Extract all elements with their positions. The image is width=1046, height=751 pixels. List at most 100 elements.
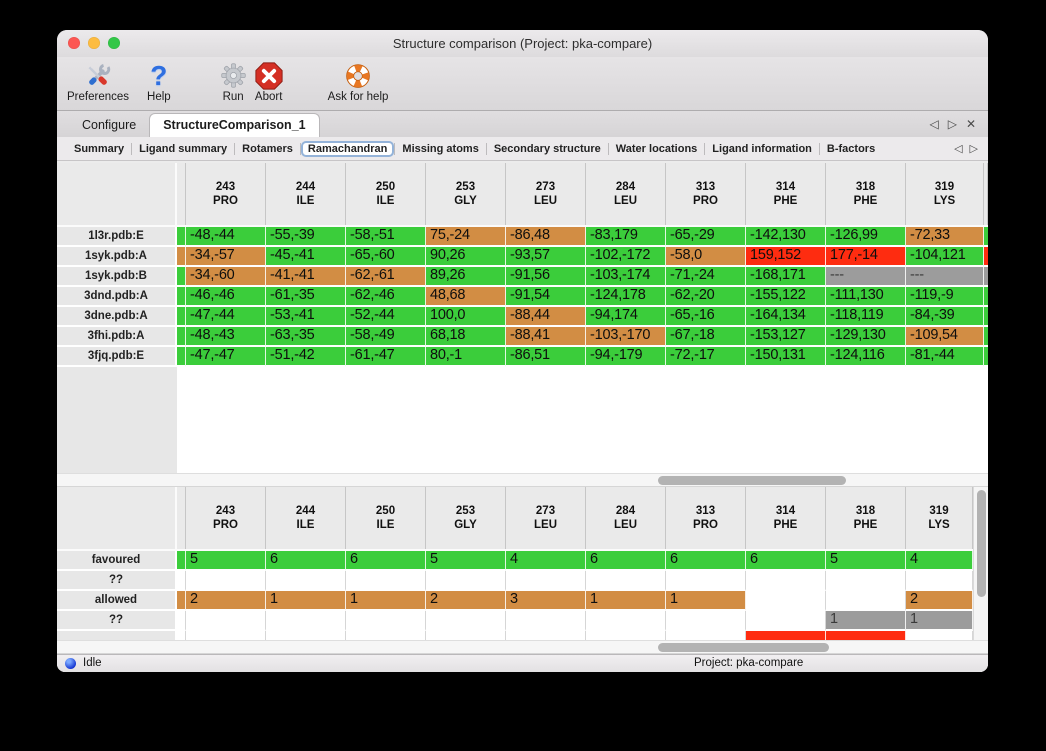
title-bar[interactable]: Structure comparison (Project: pka-compa… bbox=[57, 30, 988, 57]
value-cell[interactable]: -58,0 bbox=[666, 247, 746, 267]
bottom-table-hscroll-thumb[interactable] bbox=[658, 643, 829, 652]
partial-value-cell[interactable] bbox=[177, 611, 186, 631]
value-cell[interactable]: 6 bbox=[666, 551, 746, 571]
value-cell[interactable] bbox=[346, 611, 426, 631]
value-cell[interactable] bbox=[266, 571, 346, 591]
value-cell[interactable] bbox=[906, 631, 973, 640]
value-cell[interactable]: -93,57 bbox=[506, 247, 586, 267]
subtab-ligand-information[interactable]: Ligand information bbox=[712, 142, 812, 155]
value-cell[interactable]: -164,134 bbox=[746, 307, 826, 327]
value-cell[interactable]: -61,-35 bbox=[266, 287, 346, 307]
subtab-scroll-right-icon[interactable]: ▷ bbox=[969, 143, 978, 155]
value-cell[interactable]: -65,-16 bbox=[666, 307, 746, 327]
value-cell[interactable]: 2 bbox=[186, 591, 266, 611]
value-cell[interactable] bbox=[746, 611, 826, 631]
value-cell[interactable] bbox=[506, 611, 586, 631]
value-cell[interactable] bbox=[186, 611, 266, 631]
value-cell[interactable] bbox=[346, 571, 426, 591]
tab-close-icon[interactable]: ✕ bbox=[965, 117, 976, 131]
partial-value-cell[interactable] bbox=[177, 307, 186, 327]
value-cell[interactable] bbox=[506, 571, 586, 591]
minimize-window-button[interactable] bbox=[88, 37, 100, 49]
row-label[interactable]: ?? bbox=[57, 571, 177, 591]
row-label[interactable]: 1syk.pdb:A bbox=[57, 247, 177, 267]
value-cell[interactable]: 6 bbox=[346, 551, 426, 571]
partial-value-cell[interactable] bbox=[984, 307, 988, 327]
partial-value-cell[interactable] bbox=[177, 267, 186, 287]
value-cell[interactable]: -142,130 bbox=[746, 227, 826, 247]
tab-structurecomparison-1[interactable]: StructureComparison_1 bbox=[149, 113, 320, 137]
partial-value-cell[interactable] bbox=[984, 287, 988, 307]
value-cell[interactable]: -65,-60 bbox=[346, 247, 426, 267]
value-cell[interactable]: -41,-41 bbox=[266, 267, 346, 287]
row-label[interactable] bbox=[57, 631, 177, 640]
partial-value-cell[interactable] bbox=[984, 327, 988, 347]
subtab-ramachandran[interactable]: Ramachandran bbox=[300, 140, 395, 157]
value-cell[interactable]: -81,-44 bbox=[906, 347, 984, 367]
value-cell[interactable]: -103,-174 bbox=[586, 267, 666, 287]
value-cell[interactable]: -45,-41 bbox=[266, 247, 346, 267]
value-cell[interactable]: -67,-18 bbox=[666, 327, 746, 347]
value-cell[interactable]: 75,-24 bbox=[426, 227, 506, 247]
value-cell[interactable] bbox=[746, 631, 826, 640]
value-cell[interactable]: -52,-44 bbox=[346, 307, 426, 327]
value-cell[interactable] bbox=[826, 571, 906, 591]
partial-value-cell[interactable] bbox=[177, 227, 186, 247]
value-cell[interactable]: -72,-17 bbox=[666, 347, 746, 367]
value-cell[interactable]: 48,68 bbox=[426, 287, 506, 307]
value-cell[interactable]: -102,-172 bbox=[586, 247, 666, 267]
row-label[interactable]: favoured bbox=[57, 551, 177, 571]
value-cell[interactable]: -61,-47 bbox=[346, 347, 426, 367]
value-cell[interactable]: 68,18 bbox=[426, 327, 506, 347]
value-cell[interactable]: -58,-49 bbox=[346, 327, 426, 347]
value-cell[interactable] bbox=[266, 611, 346, 631]
value-cell[interactable]: -88,44 bbox=[506, 307, 586, 327]
row-label[interactable]: 3dnd.pdb:A bbox=[57, 287, 177, 307]
partial-value-cell[interactable] bbox=[177, 571, 186, 591]
value-cell[interactable]: -104,121 bbox=[906, 247, 984, 267]
value-cell[interactable]: 4 bbox=[506, 551, 586, 571]
partial-value-cell[interactable] bbox=[984, 267, 988, 287]
top-table-hscroll-thumb[interactable] bbox=[658, 476, 846, 485]
value-cell[interactable]: -111,130 bbox=[826, 287, 906, 307]
value-cell[interactable]: --- bbox=[906, 267, 984, 287]
row-label[interactable]: 1syk.pdb:B bbox=[57, 267, 177, 287]
value-cell[interactable]: 4 bbox=[906, 551, 973, 571]
value-cell[interactable]: -168,171 bbox=[746, 267, 826, 287]
tab-scroll-right-icon[interactable]: ▷ bbox=[947, 117, 957, 131]
value-cell[interactable] bbox=[426, 631, 506, 640]
value-cell[interactable] bbox=[666, 611, 746, 631]
partial-value-cell[interactable] bbox=[177, 327, 186, 347]
row-label[interactable]: ?? bbox=[57, 611, 177, 631]
value-cell[interactable]: -47,-44 bbox=[186, 307, 266, 327]
value-cell[interactable]: -62,-46 bbox=[346, 287, 426, 307]
subtab-b-factors[interactable]: B-factors bbox=[826, 142, 876, 155]
partial-value-cell[interactable] bbox=[177, 551, 186, 571]
value-cell[interactable] bbox=[426, 571, 506, 591]
value-cell[interactable] bbox=[906, 571, 973, 591]
value-cell[interactable]: 89,26 bbox=[426, 267, 506, 287]
partial-value-cell[interactable] bbox=[177, 631, 186, 640]
value-cell[interactable]: 2 bbox=[906, 591, 973, 611]
top-table-horizontal-scrollbar[interactable] bbox=[57, 473, 988, 487]
value-cell[interactable]: -83,179 bbox=[586, 227, 666, 247]
row-label[interactable]: 3dne.pdb:A bbox=[57, 307, 177, 327]
value-cell[interactable]: --- bbox=[826, 267, 906, 287]
value-cell[interactable]: 1 bbox=[346, 591, 426, 611]
value-cell[interactable]: 6 bbox=[586, 551, 666, 571]
run-button[interactable]: Run bbox=[219, 60, 248, 104]
value-cell[interactable]: 6 bbox=[746, 551, 826, 571]
subtab-summary[interactable]: Summary bbox=[74, 142, 125, 155]
value-cell[interactable]: -86,51 bbox=[506, 347, 586, 367]
value-cell[interactable]: -62,-20 bbox=[666, 287, 746, 307]
partial-value-cell[interactable] bbox=[177, 591, 186, 611]
value-cell[interactable]: -62,-61 bbox=[346, 267, 426, 287]
value-cell[interactable] bbox=[266, 631, 346, 640]
value-cell[interactable]: -34,-57 bbox=[186, 247, 266, 267]
ask-for-help-button[interactable]: Ask for help bbox=[328, 60, 388, 104]
value-cell[interactable]: -109,54 bbox=[906, 327, 984, 347]
bottom-table-horizontal-scrollbar[interactable] bbox=[57, 640, 988, 654]
value-cell[interactable]: -94,-179 bbox=[586, 347, 666, 367]
row-label[interactable]: 1l3r.pdb:E bbox=[57, 227, 177, 247]
close-window-button[interactable] bbox=[68, 37, 80, 49]
